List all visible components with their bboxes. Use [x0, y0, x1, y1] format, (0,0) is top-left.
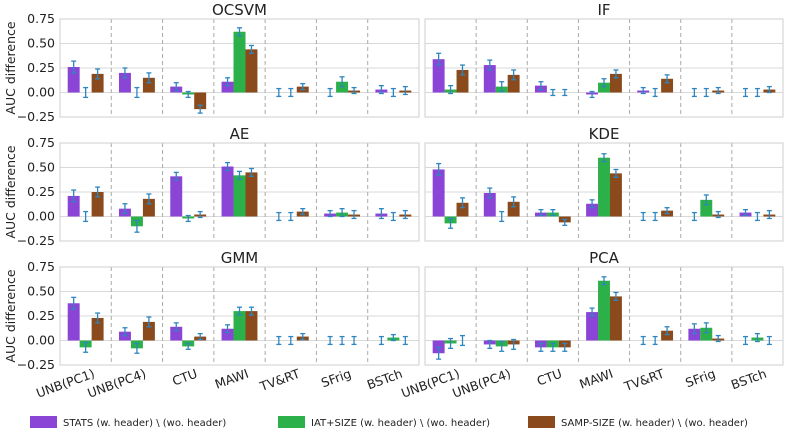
x-tick-label: UNB(PC4): [85, 366, 148, 401]
panel-frame: [59, 18, 420, 118]
bar: [700, 327, 713, 341]
bar: [245, 311, 258, 341]
bar: [142, 321, 155, 341]
bar: [67, 67, 80, 93]
bar: [91, 192, 104, 217]
x-tick-label: CTU: [535, 366, 564, 389]
bar: [661, 330, 674, 341]
panel-frame: [424, 18, 784, 118]
y-tick-label: 0.25: [27, 184, 55, 199]
legend-label: STATS (w. header) \ (wo. header): [63, 418, 226, 429]
y-tick-label: 0.25: [27, 60, 55, 75]
bar: [456, 202, 469, 217]
x-tick-label: TV&RT: [257, 366, 302, 395]
y-tick-label: 0.50: [27, 36, 55, 51]
x-tick-label: SFrig: [319, 366, 353, 391]
y-axis-label: AUC difference: [3, 145, 18, 238]
x-tick-label: BSTch: [365, 366, 405, 393]
legend-swatch: [30, 416, 57, 428]
legend-label: IAT+SIZE (w. header) \ (wo. header): [311, 418, 490, 429]
bar: [661, 78, 674, 93]
bar: [221, 328, 234, 341]
bar: [609, 73, 622, 93]
bar: [233, 31, 246, 93]
bar: [170, 326, 183, 341]
panel-frame: [59, 266, 420, 366]
panel-frame: [59, 142, 420, 242]
x-tick-label: UNB(PC4): [450, 366, 513, 401]
x-tick-label: TV&RT: [621, 366, 666, 395]
panel-title: AE: [230, 125, 250, 143]
bar: [432, 169, 445, 217]
bar: [700, 199, 713, 217]
y-tick-label: 0.50: [27, 284, 55, 299]
y-tick-label: 0.00: [27, 85, 55, 100]
y-axis-label: AUC difference: [3, 269, 18, 362]
bar: [456, 69, 469, 93]
bar: [91, 317, 104, 341]
bar: [609, 296, 622, 341]
bar: [609, 173, 622, 217]
bar: [91, 73, 104, 93]
bar: [507, 74, 520, 93]
x-tick-label: SFrig: [683, 366, 717, 391]
bar: [142, 77, 155, 93]
bar: [483, 192, 496, 217]
panel-frame: [424, 142, 784, 242]
panel-title: GMM: [221, 249, 259, 267]
bar: [598, 280, 610, 341]
x-tick-label: BSTch: [729, 366, 769, 393]
y-tick-label: −0.25: [17, 109, 55, 124]
panel-frame: [424, 266, 784, 366]
y-axis-label: AUC difference: [3, 21, 18, 114]
panel-title: PCA: [589, 249, 620, 267]
bar: [221, 166, 234, 217]
bar: [483, 65, 496, 93]
bar: [245, 172, 258, 217]
y-tick-label: 0.75: [27, 259, 55, 274]
bar: [598, 157, 610, 217]
bar: [586, 312, 599, 341]
x-tick-label: CTU: [170, 366, 199, 389]
legend-label: SAMP-SIZE (w. header) \ (wo. header): [561, 418, 748, 429]
bar: [170, 176, 183, 217]
x-tick-label: MAWI: [577, 366, 615, 392]
bar: [586, 203, 599, 217]
x-tick-label: UNB(PC1): [399, 366, 462, 401]
bar: [233, 311, 246, 341]
y-tick-label: −0.25: [17, 357, 55, 372]
y-tick-label: 0.75: [27, 135, 55, 150]
bar: [432, 59, 445, 93]
bar: [142, 198, 155, 217]
panel-title: OCSVM: [212, 1, 267, 19]
bar: [507, 201, 520, 217]
y-tick-label: −0.25: [17, 233, 55, 248]
y-tick-label: 0.00: [27, 333, 55, 348]
panel-title: KDE: [589, 125, 620, 143]
bar: [118, 72, 131, 93]
bar: [245, 49, 258, 93]
bar: [67, 195, 80, 217]
bar: [67, 303, 80, 341]
bar: [221, 81, 234, 93]
bar: [598, 82, 610, 93]
y-tick-label: 0.25: [27, 308, 55, 323]
x-tick-label: MAWI: [213, 366, 251, 392]
legend-swatch: [528, 416, 555, 428]
bar: [233, 175, 246, 217]
y-tick-label: 0.50: [27, 160, 55, 175]
bar: [194, 92, 207, 110]
y-tick-label: 0.00: [27, 209, 55, 224]
legend-swatch: [278, 416, 305, 428]
bar: [688, 328, 701, 341]
y-tick-label: 0.75: [27, 11, 55, 26]
panel-title: IF: [597, 1, 610, 19]
